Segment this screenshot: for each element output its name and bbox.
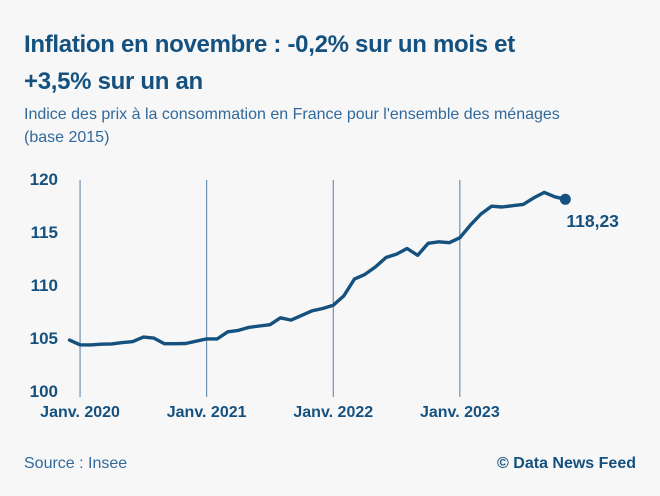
y-axis-tick: 110	[30, 275, 58, 295]
source-text: Source : Insee	[24, 455, 128, 472]
y-axis-tick: 120	[29, 169, 58, 189]
chart-subtitle: Indice des prix à la consommation en Fra…	[24, 103, 640, 149]
x-axis-tick: Janv. 2023	[419, 404, 500, 421]
x-axis-tick: Janv. 2021	[166, 404, 247, 421]
subtitle-line-2: (base 2015)	[24, 129, 110, 146]
y-axis-tick: 105	[29, 328, 58, 348]
title-line-2: +3,5% sur un an	[24, 68, 203, 95]
credit-text: © Data News Feed	[497, 455, 636, 472]
subtitle-line-1: Indice des prix à la consommation en Fra…	[24, 106, 560, 123]
x-axis-tick: Janv. 2020	[40, 404, 120, 421]
cpi-line-series	[67, 190, 568, 347]
x-axis-tick: Janv. 2022	[293, 404, 374, 421]
page-title: Inflation en novembre : -0,2% sur un moi…	[24, 26, 640, 100]
y-axis-tick: 115	[30, 222, 58, 242]
title-line-1: Inflation en novembre : -0,2% sur un moi…	[24, 31, 515, 58]
y-axis-tick: 100	[29, 382, 58, 401]
last-value-label: 118,23	[566, 211, 619, 232]
last-point-dot	[559, 193, 571, 205]
